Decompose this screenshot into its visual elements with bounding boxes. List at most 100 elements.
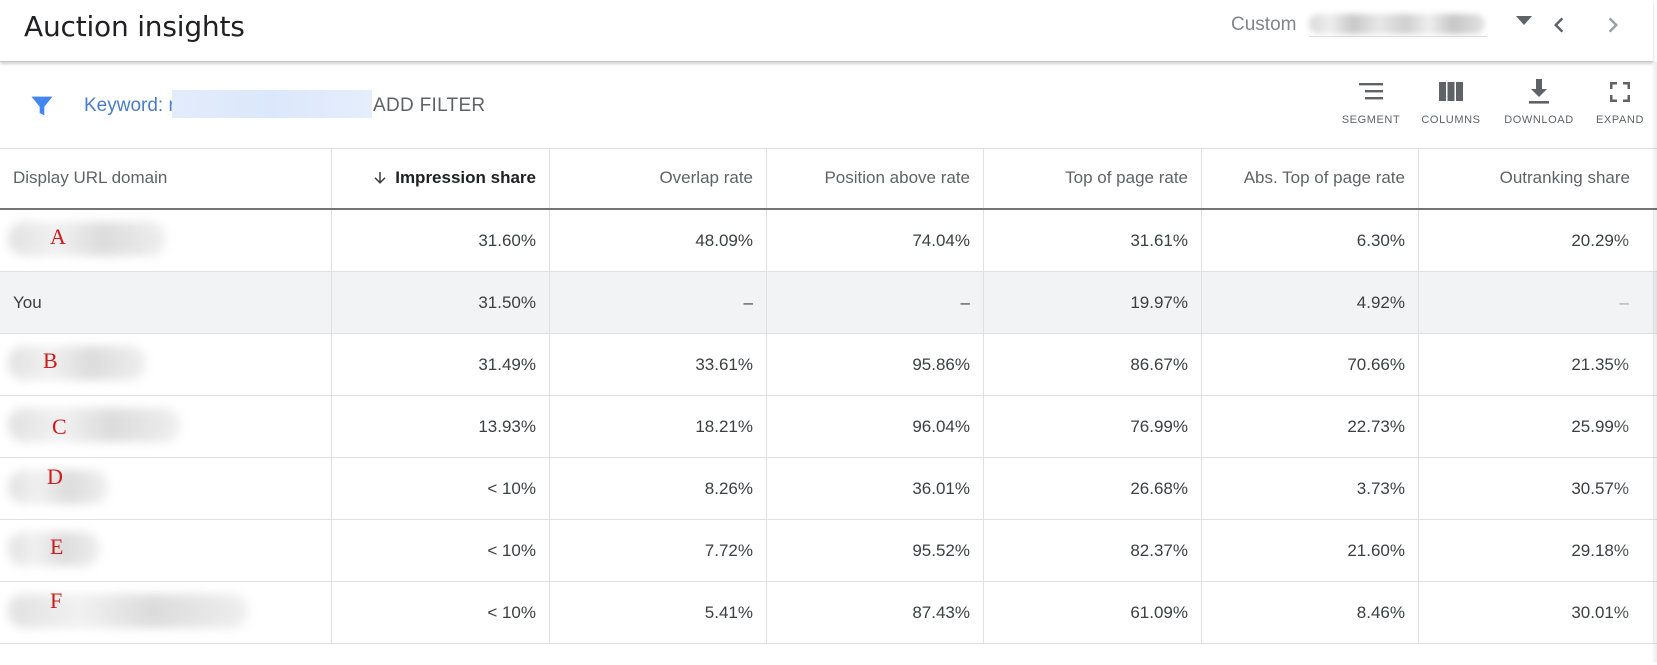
outranking-share-cell: 30.01% [1419, 582, 1654, 643]
position-above-rate-cell: 96.04% [767, 396, 984, 457]
impression-share-cell: < 10% [332, 520, 550, 581]
download-label: DOWNLOAD [1504, 114, 1574, 126]
domain-cell: You [0, 272, 332, 333]
top-of-page-rate-cell: 26.68% [984, 458, 1202, 519]
keyword-filter-chip[interactable]: Keyword: r [84, 95, 175, 116]
competitor-label: A [50, 224, 66, 249]
previous-period-button[interactable] [1544, 10, 1574, 40]
outranking-share-cell: 30.57% [1419, 458, 1654, 519]
filter-icon[interactable] [28, 92, 56, 120]
impression-share-cell: 31.49% [332, 334, 550, 395]
date-range-value[interactable] [1309, 12, 1487, 37]
competitor-label: E [50, 534, 64, 559]
outranking-share-cell: 21.35% [1419, 334, 1654, 395]
top-of-page-rate-cell: 86.67% [984, 334, 1202, 395]
abs-top-of-page-rate-cell: 21.60% [1202, 520, 1419, 581]
date-range-redacted [1309, 14, 1485, 34]
domain-redacted [8, 346, 146, 380]
abs-top-of-page-rate-cell: 3.73% [1202, 458, 1419, 519]
overlap-rate-cell: 33.61% [550, 334, 767, 395]
table-row: F < 10% 5.41% 87.43% 61.09% 8.46% 30.01% [0, 582, 1657, 644]
column-header-outranking-share[interactable]: Outranking share [1499, 168, 1630, 187]
top-of-page-rate-cell: 82.37% [984, 520, 1202, 581]
table-row-you: You 31.50% – – 19.97% 4.92% – [0, 272, 1657, 334]
overlap-rate-cell: 18.21% [550, 396, 767, 457]
download-icon [1529, 79, 1549, 104]
page-header: Auction insights Custom [0, 0, 1653, 62]
filter-bar: Keyword: r ADD FILTER SEGMENT COLUMNS DO… [0, 62, 1657, 149]
top-of-page-rate-cell: 76.99% [984, 396, 1202, 457]
domain-cell: E [0, 520, 332, 581]
table-header-row: Display URL domain Impression share Over… [0, 148, 1657, 210]
impression-share-cell: < 10% [332, 458, 550, 519]
table-row: E < 10% 7.72% 95.52% 82.37% 21.60% 29.18… [0, 520, 1657, 582]
abs-top-of-page-rate-cell: 4.92% [1202, 272, 1419, 333]
competitor-label: D [47, 464, 63, 489]
outranking-share-cell: 25.99% [1419, 396, 1654, 457]
auction-insights-table: Display URL domain Impression share Over… [0, 148, 1657, 644]
column-header-label: Impression share [395, 168, 536, 187]
page-title: Auction insights [24, 10, 245, 43]
outranking-share-cell: 29.18% [1419, 520, 1654, 581]
column-header-top-of-page-rate[interactable]: Top of page rate [984, 148, 1202, 208]
segment-icon [1359, 83, 1383, 100]
expand-label: EXPAND [1595, 114, 1645, 126]
outranking-share-cell: 20.29% [1419, 210, 1654, 271]
abs-top-of-page-rate-cell: 8.46% [1202, 582, 1419, 643]
position-above-rate-cell: 74.04% [767, 210, 984, 271]
competitor-label: B [43, 348, 58, 373]
domain-cell: C [0, 396, 332, 457]
keyword-redacted [172, 90, 372, 118]
column-header-abs-top-of-page-rate[interactable]: Abs. Top of page rate [1202, 148, 1419, 208]
domain-cell: A [0, 210, 332, 271]
impression-share-cell: 31.60% [332, 210, 550, 271]
dropdown-arrow-icon[interactable] [1516, 16, 1532, 25]
columns-label: COLUMNS [1421, 114, 1481, 126]
competitor-label: F [50, 588, 63, 613]
table-row: B 31.49% 33.61% 95.86% 86.67% 70.66% 21.… [0, 334, 1657, 396]
position-above-rate-cell: – [767, 272, 984, 333]
domain-cell: B [0, 334, 332, 395]
domain-redacted [8, 594, 248, 628]
next-period-button[interactable] [1598, 10, 1628, 40]
column-header-overlap-rate[interactable]: Overlap rate [550, 148, 767, 208]
domain-redacted [8, 222, 166, 256]
chevron-left-icon [1554, 17, 1564, 33]
table-row: D < 10% 8.26% 36.01% 26.68% 3.73% 30.57% [0, 458, 1657, 520]
scroll-edge-shadow [1651, 62, 1657, 662]
overlap-rate-cell: 8.26% [550, 458, 767, 519]
column-header-impression-share[interactable]: Impression share [332, 148, 550, 208]
position-above-rate-cell: 95.52% [767, 520, 984, 581]
chevron-right-icon [1608, 17, 1618, 33]
sort-down-arrow-icon [374, 172, 386, 184]
columns-icon [1439, 82, 1463, 101]
segment-label: SEGMENT [1341, 114, 1401, 126]
overlap-rate-cell: 48.09% [550, 210, 767, 271]
competitor-label: C [52, 414, 67, 439]
columns-button[interactable]: COLUMNS [1411, 76, 1491, 126]
expand-button[interactable]: EXPAND [1580, 76, 1657, 126]
top-of-page-rate-cell: 31.61% [984, 210, 1202, 271]
abs-top-of-page-rate-cell: 6.30% [1202, 210, 1419, 271]
top-of-page-rate-cell: 61.09% [984, 582, 1202, 643]
date-range-label[interactable]: Custom [1231, 14, 1297, 35]
download-button[interactable]: DOWNLOAD [1499, 76, 1579, 126]
top-of-page-rate-cell: 19.97% [984, 272, 1202, 333]
outranking-share-cell: – [1419, 272, 1654, 333]
table-row: C 13.93% 18.21% 96.04% 76.99% 22.73% 25.… [0, 396, 1657, 458]
add-filter-button[interactable]: ADD FILTER [373, 95, 486, 116]
domain-cell: D [0, 458, 332, 519]
domain-redacted [8, 532, 100, 566]
impression-share-cell: 31.50% [332, 272, 550, 333]
column-header-position-above-rate[interactable]: Position above rate [767, 148, 984, 208]
position-above-rate-cell: 87.43% [767, 582, 984, 643]
position-above-rate-cell: 95.86% [767, 334, 984, 395]
domain-redacted [8, 408, 180, 442]
segment-button[interactable]: SEGMENT [1331, 76, 1411, 126]
column-header-display-url-domain[interactable]: Display URL domain [0, 148, 332, 208]
overlap-rate-cell: – [550, 272, 767, 333]
table-row: A 31.60% 48.09% 74.04% 31.61% 6.30% 20.2… [0, 210, 1657, 272]
abs-top-of-page-rate-cell: 22.73% [1202, 396, 1419, 457]
overlap-rate-cell: 5.41% [550, 582, 767, 643]
expand-icon [1610, 82, 1630, 102]
